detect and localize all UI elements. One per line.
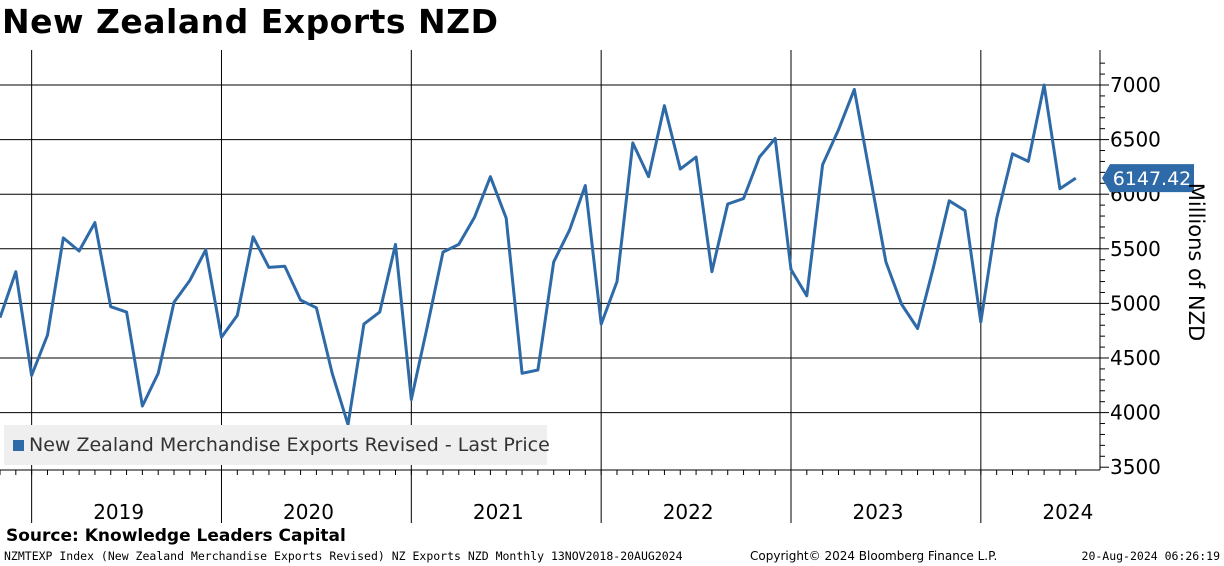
y-tick-label-6500: 6500: [1110, 128, 1161, 152]
y-axis-label-text: Millions of NZD: [1184, 182, 1208, 342]
last-price-layer: 6147.42: [1102, 164, 1194, 193]
grid-layer: [0, 50, 1100, 523]
footer-timestamp: 20-Aug-2024 06:26:19: [1081, 549, 1220, 563]
y-tick-label-4500: 4500: [1110, 346, 1161, 370]
y-tick-label-5000: 5000: [1110, 291, 1161, 315]
series-line: [0, 83, 1077, 427]
legend-swatch: [13, 440, 24, 451]
x-tick-label-2020: 2020: [283, 500, 334, 524]
footer-index-info: NZMTEXP Index (New Zealand Merchandise E…: [4, 549, 683, 563]
series-layer: [0, 83, 1077, 427]
x-tick-label-2024: 2024: [1042, 500, 1093, 524]
x-tick-label-2021: 2021: [473, 500, 524, 524]
y-tick-label-3500: 3500: [1110, 455, 1161, 479]
y-tick-label-5500: 5500: [1110, 237, 1161, 261]
x-tick-label-2019: 2019: [93, 500, 144, 524]
x-tick-label-2022: 2022: [663, 500, 714, 524]
x-tick-label-2023: 2023: [853, 500, 904, 524]
chart-title: New Zealand Exports NZD: [2, 2, 499, 41]
y-tick-label-4000: 4000: [1110, 401, 1161, 425]
footer-copyright: Copyright© 2024 Bloomberg Finance L.P.: [750, 549, 998, 563]
legend: New Zealand Merchandise Exports Revised …: [4, 425, 550, 465]
last-price-badge: [1102, 164, 1194, 193]
source-note: Source: Knowledge Leaders Capital: [6, 526, 346, 546]
legend-label: New Zealand Merchandise Exports Revised …: [29, 434, 550, 456]
last-price-label: 6147.42: [1113, 168, 1192, 190]
x-axis: 2019 2020 2021 2022 2023 2024: [0, 470, 1093, 524]
y-tick-label-7000: 7000: [1110, 73, 1161, 97]
